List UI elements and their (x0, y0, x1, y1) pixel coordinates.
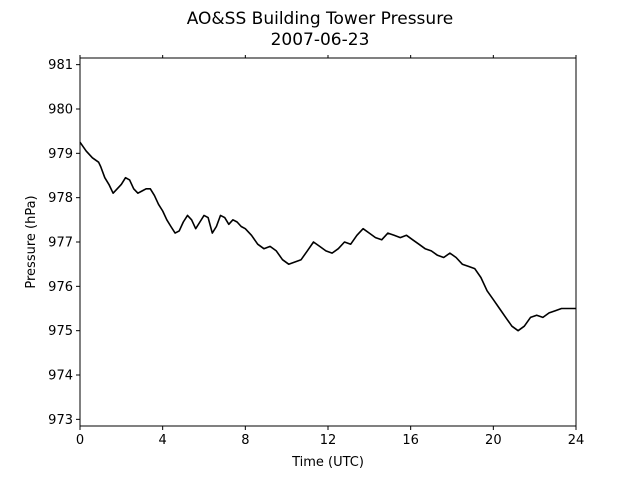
x-tick-label: 12 (320, 433, 337, 448)
x-tick-label: 16 (402, 433, 419, 448)
y-tick-label: 973 (48, 413, 73, 428)
y-tick-label: 978 (48, 191, 73, 206)
y-tick-label: 977 (48, 236, 73, 251)
chart-subtitle: 2007-06-23 (271, 30, 370, 50)
y-tick-label: 975 (48, 324, 73, 339)
y-tick-label: 979 (48, 147, 73, 162)
y-tick-label: 981 (48, 58, 73, 73)
x-tick-label: 8 (241, 433, 249, 448)
y-tick-label: 976 (48, 280, 73, 295)
y-axis: 973 974 975 976 977 978 979 980 981 (48, 58, 80, 428)
y-tick-label: 974 (48, 369, 73, 384)
y-tick-label: 980 (48, 102, 73, 117)
x-axis-label: Time (UTC) (291, 455, 364, 470)
plot-frame (79, 57, 577, 427)
x-tick-label: 20 (485, 433, 502, 448)
x-axis: 0 4 8 12 16 20 24 (76, 55, 584, 448)
x-tick-label: 4 (159, 433, 167, 448)
x-tick-label: 24 (568, 433, 585, 448)
x-tick-label: 0 (76, 433, 84, 448)
pressure-series-line (79, 141, 576, 332)
chart-title: AO&SS Building Tower Pressure (187, 9, 454, 29)
y-axis-label: Pressure (hPa) (24, 195, 39, 288)
